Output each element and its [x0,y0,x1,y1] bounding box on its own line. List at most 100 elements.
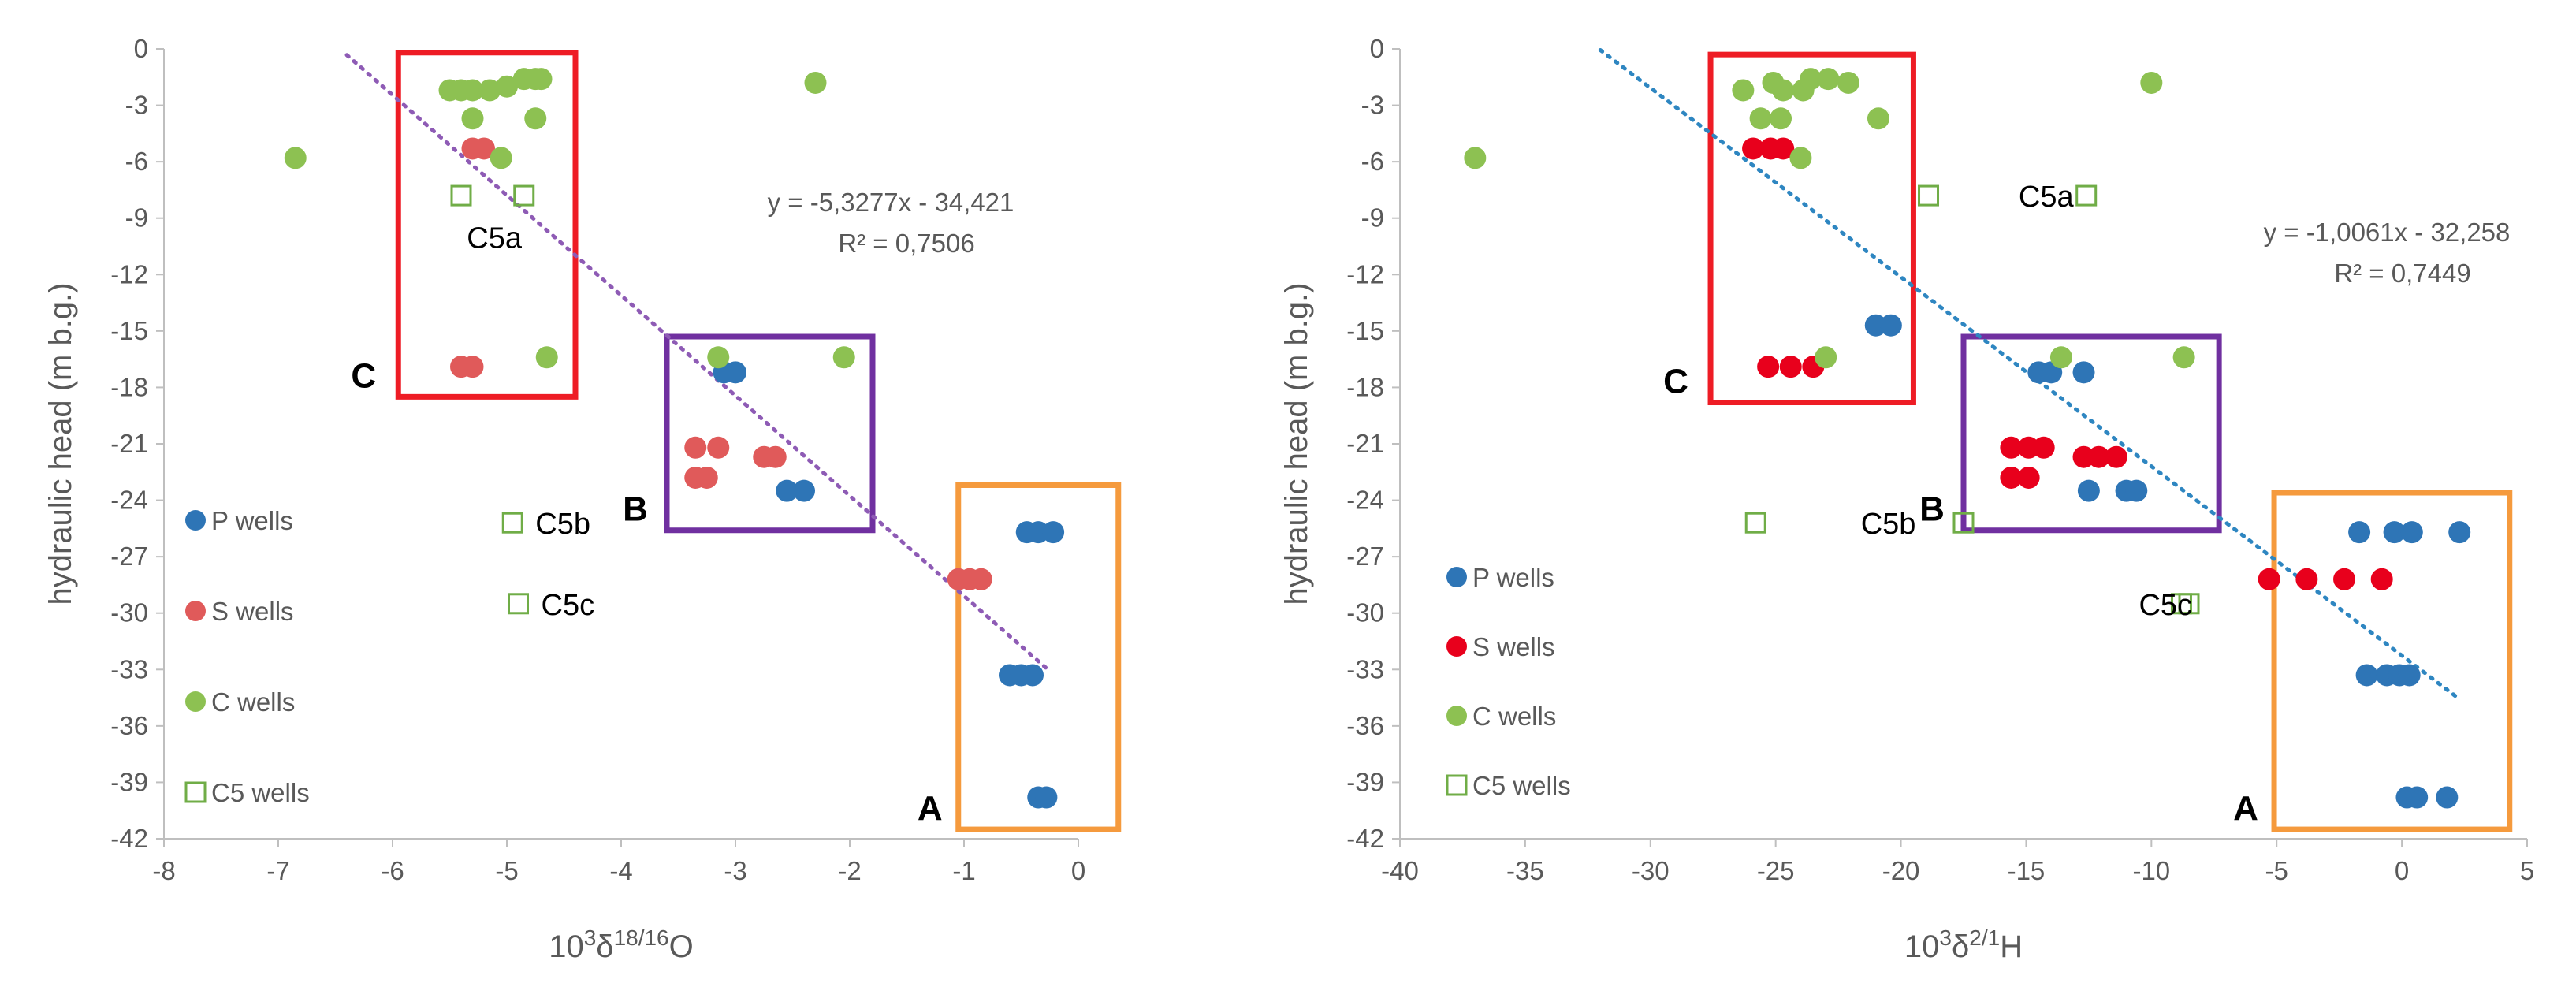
data-point-c [1772,79,1795,102]
y-tick-label: -12 [1346,259,1384,289]
data-point-s [473,137,495,160]
data-point-p [2355,664,2378,687]
data-point-c [1867,107,1889,130]
data-point-s [1779,356,1802,378]
data-point-s [2105,445,2127,468]
x-tick-label: 0 [2395,856,2409,885]
y-tick-label: -36 [1346,711,1384,740]
data-point-p [1879,314,1902,337]
legend-marker-c5 [1446,774,1468,796]
data-point-c [461,107,484,130]
x-tick-label: -20 [1882,856,1920,885]
x-tick-label: -25 [1757,856,1795,885]
legend-label-s: S wells [211,597,294,626]
point-label-c5b: C5b [535,508,590,541]
data-point-p [2125,479,2148,502]
x-tick-label: -8 [152,856,175,885]
y-tick-label: 0 [134,34,148,63]
trendline [1598,47,2459,699]
x-tick-label: -1 [952,856,975,885]
point-label-c5c: C5c [542,589,595,622]
x-tick-label: -5 [2265,856,2288,885]
data-point-s [684,436,707,459]
y-tick-label: -9 [125,203,148,233]
data-point-s [1757,356,1780,378]
data-point-c [478,79,501,102]
y-tick-label: -36 [110,711,148,740]
group-label-b: B [1919,490,1945,529]
x-tick-label: 5 [2520,856,2534,885]
x-axis-title: 103δ18/16O [549,925,694,965]
data-point-s [764,445,787,468]
y-axis-title: hydraulic head (m b.g.) [43,282,78,605]
y-tick-label: -15 [110,316,148,345]
group-label-a: A [2233,789,2258,828]
data-point-c [1464,147,1487,169]
data-point-c [2140,71,2163,94]
y-tick-label: -3 [125,91,148,120]
group-label-a: A [918,789,943,828]
legend-marker-c [185,691,206,712]
trendline-equation: y = -5,3277x - 34,421 [768,188,1014,217]
data-point-p [1035,786,1058,809]
y-tick-label: -42 [110,824,148,853]
group-box-c [1707,51,1916,406]
data-point-c [1800,68,1822,91]
data-point-s [1742,137,1765,160]
data-point-c [1815,346,1837,369]
data-point-s [2017,466,2040,489]
legend-marker-c [1446,706,1467,726]
data-point-s [970,568,992,590]
y-tick-label: -30 [1346,598,1384,627]
data-point-p [1022,664,1044,687]
y-tick-label: -33 [1346,654,1384,683]
data-point-s [2258,568,2280,590]
data-point-s [2087,445,2110,468]
point-label-c5c: C5c [2139,589,2192,622]
y-tick-label: -3 [1361,91,1384,120]
x-tick-label: -35 [1506,856,1544,885]
y-tick-label: -27 [110,542,148,571]
point-label-c5a: C5a [2019,181,2075,214]
trendline [344,53,1052,673]
point-label-c5a: C5a [467,222,523,255]
data-point-p [2072,361,2095,384]
data-point-p [793,479,815,502]
y-tick-label: 0 [1370,34,1384,63]
group-box-a [955,482,1122,832]
x-tick-label: -15 [2008,856,2046,885]
data-point-c [1789,147,1812,169]
data-point-c5 [450,184,472,207]
data-point-c [1749,107,1772,130]
y-tick-label: -24 [1346,486,1384,515]
y-tick-label: -15 [1346,316,1384,345]
chart-hydrogen-isotope: 0 -3 -6 -9 -12 -15 -18 -21 -24 -27 -30 -33 -36 -39 -42… [1279,34,2534,964]
data-point-c [1837,71,1859,94]
data-point-p [2398,664,2421,687]
data-point-p [2348,521,2371,544]
data-point-c5 [1952,512,1975,534]
y-tick-label: -33 [110,654,148,683]
y-tick-label: -9 [1361,203,1384,233]
y-tick-label: -30 [110,598,148,627]
y-tick-label: -21 [110,429,148,458]
data-point-c [832,346,855,369]
y-tick-label: -6 [1361,147,1384,176]
group-label-c: C [351,356,376,395]
data-point-c [535,346,558,369]
point-label-c5b: C5b [1861,508,1916,541]
legend-label-p: P wells [211,506,293,535]
data-point-p [2077,479,2100,502]
data-point-c [2172,346,2195,369]
y-tick-label: -27 [1346,542,1384,571]
data-point-c5 [1918,184,1940,207]
data-point-c5 [2178,593,2200,615]
group-box-a [2271,490,2513,832]
group-label-b: B [623,490,648,529]
data-point-s [1772,137,1795,160]
group-box-c [395,50,579,400]
data-point-s [707,436,730,459]
data-point-s [2032,436,2055,459]
data-point-c [490,147,512,169]
